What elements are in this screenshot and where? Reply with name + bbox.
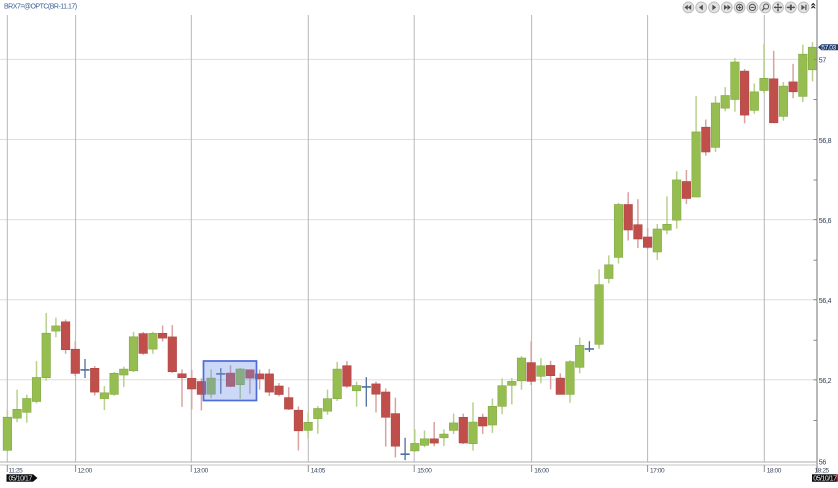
svg-text:05/10/17: 05/10/17	[813, 476, 837, 483]
svg-text:57,03: 57,03	[821, 45, 836, 52]
svg-text:12:00: 12:00	[78, 467, 93, 474]
svg-text:13:00: 13:00	[194, 467, 209, 474]
svg-text:17:00: 17:00	[650, 467, 665, 474]
svg-text:15:00: 15:00	[417, 467, 432, 474]
svg-text:18:00: 18:00	[767, 467, 782, 474]
svg-text:16:00: 16:00	[534, 467, 549, 474]
svg-text:56,4: 56,4	[819, 298, 832, 305]
svg-text:14:05: 14:05	[311, 467, 326, 474]
svg-text:56,2: 56,2	[819, 378, 832, 385]
svg-text:56,6: 56,6	[819, 218, 832, 225]
svg-text:05/10/17: 05/10/17	[9, 476, 33, 483]
svg-text:11:25: 11:25	[9, 467, 24, 474]
svg-text:BRX7=@OPTC(BR-11.17): BRX7=@OPTC(BR-11.17)	[4, 4, 77, 11]
svg-text:57: 57	[819, 58, 827, 65]
svg-text:56: 56	[819, 459, 827, 466]
svg-text:56,8: 56,8	[819, 138, 832, 145]
svg-text:18:25: 18:25	[815, 467, 830, 474]
